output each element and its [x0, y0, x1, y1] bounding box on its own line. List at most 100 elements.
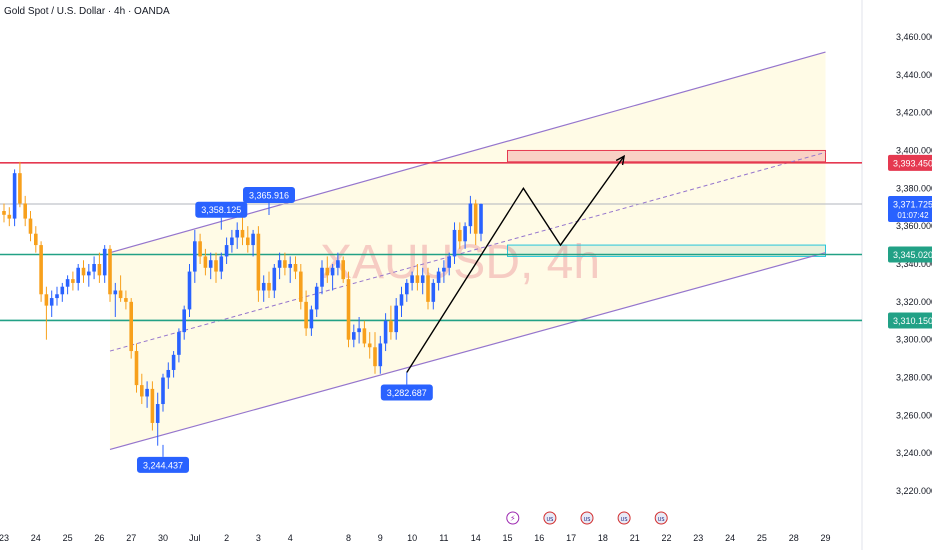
- callout-label: 3,282.687: [387, 388, 427, 398]
- candle-body: [102, 248, 107, 276]
- callout-box: [195, 201, 248, 218]
- x-tick-label: 15: [502, 533, 512, 543]
- y-tick-label: 3,340.000: [896, 259, 932, 269]
- x-tick-label: 16: [534, 533, 544, 543]
- candle-body: [60, 286, 65, 295]
- x-tick-label: 30: [158, 533, 168, 543]
- event-marker: [543, 511, 557, 525]
- candle-body: [76, 267, 80, 283]
- last-price-label: 3,371.725: [893, 199, 932, 209]
- candle-body: [346, 279, 351, 340]
- candle-body: [288, 264, 292, 268]
- x-tick-label: 3: [256, 533, 261, 543]
- candle-body: [447, 256, 451, 268]
- candle-body: [378, 343, 383, 367]
- candle-body: [362, 328, 367, 344]
- level-2-label: 3,310.150: [893, 316, 932, 326]
- candle-body: [145, 388, 149, 397]
- candle-body: [44, 294, 49, 306]
- y-tick-label: 3,220.000: [896, 486, 932, 496]
- event-glyph: ⚡: [510, 514, 516, 523]
- y-tick-label: 3,280.000: [896, 373, 932, 383]
- candle-body: [277, 260, 282, 268]
- candle-body: [373, 347, 377, 367]
- candle-body: [161, 377, 165, 405]
- candle-body: [182, 309, 186, 333]
- x-tick-label: 29: [820, 533, 830, 543]
- candle-body: [230, 237, 234, 246]
- candle-body: [256, 233, 261, 291]
- candle-body: [113, 290, 118, 295]
- candle-body: [436, 271, 441, 283]
- countdown-label: 01:07:42: [897, 211, 929, 220]
- y-tick-label: 3,240.000: [896, 448, 932, 458]
- candle-body: [330, 267, 335, 276]
- candle-body: [55, 294, 59, 299]
- candle-body: [7, 214, 12, 219]
- candle-body: [118, 290, 123, 299]
- channel-fill: [110, 52, 826, 450]
- candle-body: [431, 282, 436, 302]
- candle-body: [405, 282, 409, 295]
- candle-body: [203, 256, 208, 268]
- event-glyph: US: [546, 517, 553, 523]
- x-tick-label: 17: [566, 533, 576, 543]
- candle-body: [389, 320, 393, 333]
- candle-body: [18, 173, 22, 204]
- callout-label: 3,365.916: [249, 190, 289, 200]
- x-tick-label: 24: [725, 533, 735, 543]
- candle-body: [171, 354, 176, 370]
- x-tick-label: 9: [378, 533, 383, 543]
- event-marker: [654, 511, 668, 525]
- candle-body: [314, 286, 319, 310]
- candle-body: [325, 267, 330, 276]
- event-glyph: US: [658, 517, 665, 523]
- candle-body: [155, 404, 160, 423]
- candle-body: [224, 245, 229, 257]
- candle-body: [71, 279, 75, 283]
- candle-body: [357, 328, 361, 333]
- candle-body: [214, 260, 218, 272]
- candle-body: [367, 343, 372, 348]
- candle-body: [81, 267, 86, 276]
- candle-body: [23, 203, 27, 219]
- candle-body: [299, 271, 303, 302]
- candle-body: [468, 203, 473, 227]
- candle-body: [124, 298, 128, 302]
- chart-title: Gold Spot / U.S. Dollar · 4h · OANDA: [4, 6, 170, 17]
- candle-body: [293, 264, 298, 272]
- candle-body: [415, 275, 420, 283]
- candle-body: [28, 218, 33, 234]
- y-tick-label: 3,460.000: [896, 32, 932, 42]
- x-tick-label: 25: [757, 533, 767, 543]
- candle-body: [442, 267, 446, 272]
- candle-body: [458, 229, 462, 242]
- candle-body: [140, 385, 144, 397]
- candle-body: [187, 271, 192, 310]
- x-tick-label: 14: [471, 533, 481, 543]
- candle-body: [193, 241, 197, 272]
- projection-path: [406, 155, 625, 373]
- candle-body: [39, 245, 43, 295]
- projection-arrowhead: [615, 154, 626, 166]
- x-tick-label: Jul: [189, 533, 201, 543]
- x-tick-label: 10: [407, 533, 417, 543]
- candle-body: [410, 275, 414, 283]
- x-tick-label: 11: [439, 533, 448, 543]
- x-tick-label: 27: [126, 533, 136, 543]
- y-tick-label: 3,260.000: [896, 410, 932, 420]
- candle-body: [97, 264, 102, 276]
- callout-label: 3,244.437: [143, 460, 183, 470]
- x-tick-label: 8: [346, 533, 351, 543]
- level-2-badge: [888, 312, 932, 329]
- callout-label: 3,358.125: [201, 205, 241, 215]
- channel-lower-line: [109, 252, 826, 451]
- event-glyph: US: [584, 517, 591, 523]
- level-1-label: 3,345.020: [893, 250, 932, 260]
- x-tick-label: 4: [288, 533, 293, 543]
- candle-body: [129, 301, 133, 352]
- candle-body: [283, 260, 287, 268]
- last-price-badge: [888, 195, 932, 222]
- x-tick-label: 21: [630, 533, 640, 543]
